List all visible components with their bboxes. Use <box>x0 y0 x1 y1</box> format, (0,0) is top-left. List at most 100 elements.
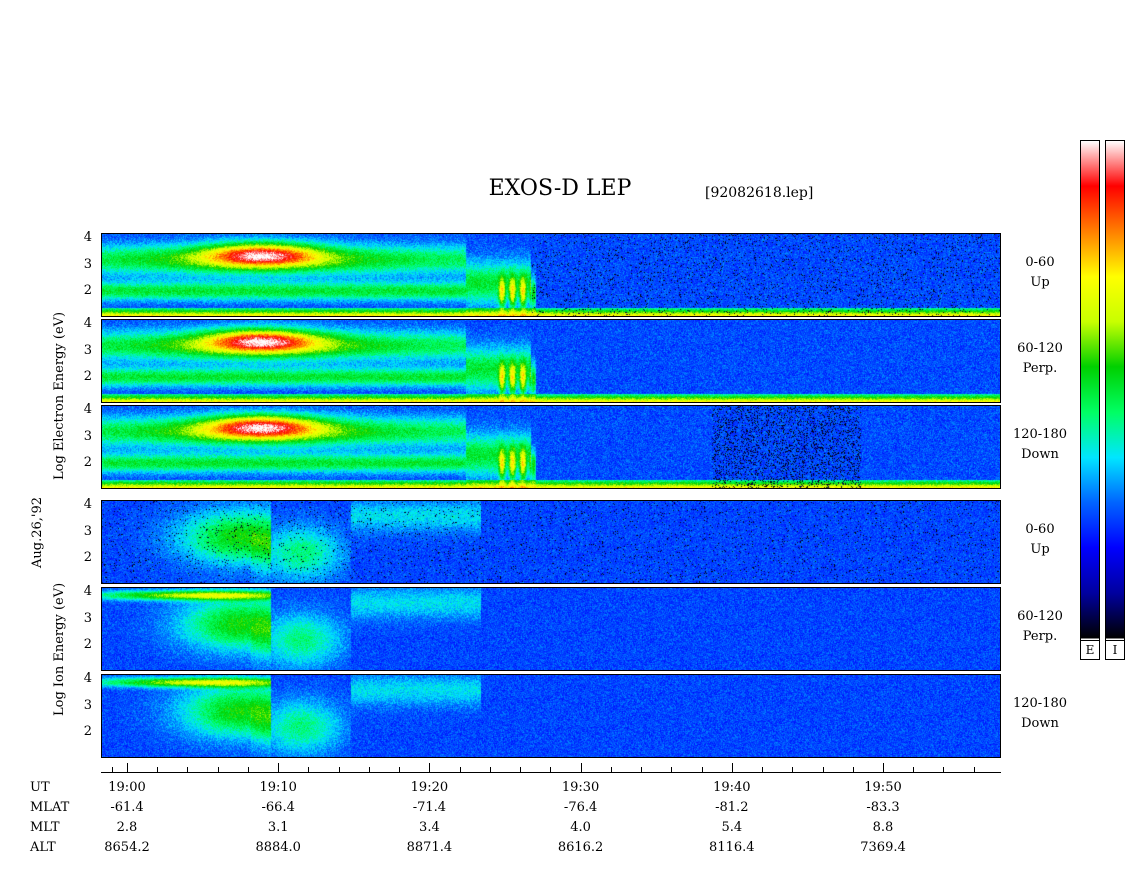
time-axis <box>101 761 1001 775</box>
axis-tick <box>489 767 491 772</box>
mlat-value: -66.4 <box>261 800 295 815</box>
axis-tick <box>822 767 824 772</box>
mlat-value: -83.3 <box>866 800 900 815</box>
axis-tick <box>399 767 401 772</box>
axis-tick <box>459 767 461 772</box>
mlt-value: 2.8 <box>116 820 138 835</box>
angle-range: 120-180 <box>1012 427 1068 442</box>
axis-tick <box>641 767 643 772</box>
y-tick-label: 3 <box>83 697 92 713</box>
angle-range: 0-60 <box>1025 522 1055 537</box>
y-tick-label: 2 <box>83 549 92 565</box>
y-tick-label: 3 <box>83 256 92 272</box>
pitch-angle-label: 60-120 Perp. <box>1005 607 1075 647</box>
mlat-value: -71.4 <box>412 800 447 815</box>
mlat-label: MLAT <box>30 800 70 815</box>
alt-value: 8616.2 <box>557 840 604 855</box>
axis-tick <box>308 767 310 772</box>
axis-tick <box>217 767 219 772</box>
angle-range: 60-120 <box>1017 341 1063 356</box>
y-tick-label: 4 <box>83 316 92 332</box>
axis-tick <box>731 763 733 772</box>
axis-tick <box>973 767 975 772</box>
pitch-angle-label: 0-60 Up <box>1005 520 1075 560</box>
spectrogram-electron-perp <box>101 319 1001 403</box>
spectrogram-ion-perp <box>101 587 1001 671</box>
mlat-value: -81.2 <box>715 800 749 815</box>
axis-tick <box>429 763 431 772</box>
alt-value: 7369.4 <box>860 840 906 855</box>
alt-value: 8116.4 <box>709 840 755 855</box>
y-tick-label: 2 <box>83 368 92 384</box>
electron-colorbar: E <box>1080 140 1100 660</box>
mlat-value: -76.4 <box>563 800 598 815</box>
spectrogram-electron-down <box>101 405 1001 489</box>
pitch-angle-label: 0-60 Up <box>1005 253 1075 293</box>
ut-value: 19:00 <box>108 780 146 795</box>
pitch-angle-label: 60-120 Perp. <box>1005 339 1075 379</box>
mlt-value: 3.4 <box>419 820 440 835</box>
axis-line <box>101 772 1001 773</box>
y-tick-label: 3 <box>83 342 92 358</box>
axis-tick <box>338 767 340 772</box>
axis-tick <box>671 767 673 772</box>
electron-axis-label: Log Electron Energy (eV) <box>52 311 67 480</box>
alt-value: 8884.0 <box>255 840 301 855</box>
pitch-angle-label: 120-180 Down <box>1005 694 1075 734</box>
axis-tick <box>127 763 128 772</box>
y-tick-label: 4 <box>83 584 92 600</box>
axis-tick <box>187 767 189 772</box>
colorbar-label-i: I <box>1106 640 1124 659</box>
y-tick-label: 2 <box>83 282 92 298</box>
axis-tick <box>520 767 522 772</box>
axis-tick <box>157 767 159 772</box>
axis-tick <box>852 767 854 772</box>
y-tick-label: 2 <box>83 454 92 470</box>
axis-tick <box>550 767 552 772</box>
angle-range: 60-120 <box>1017 609 1063 624</box>
y-tick-label: 4 <box>83 402 92 418</box>
ion-colorbar: I <box>1105 140 1125 660</box>
y-tick-label: 2 <box>83 636 92 652</box>
mlat-value: -61.4 <box>110 800 144 815</box>
spectrogram-ion-down <box>101 674 1001 758</box>
axis-tick <box>368 767 370 772</box>
axis-tick <box>111 767 113 772</box>
axis-tick <box>792 767 794 772</box>
mlt-label: MLT <box>30 820 60 835</box>
chart-title: EXOS-D LEP <box>488 176 632 201</box>
angle-direction: Down <box>1021 716 1059 731</box>
y-tick-label: 4 <box>83 497 92 513</box>
y-tick-label: 4 <box>83 671 92 687</box>
ut-value: 19:40 <box>713 780 751 795</box>
spectrogram-ion-up <box>101 500 1001 584</box>
angle-direction: Perp. <box>1022 361 1058 376</box>
ut-label: UT <box>30 780 50 795</box>
y-tick-label: 2 <box>83 723 92 739</box>
axis-tick <box>913 767 915 772</box>
alt-label: ALT <box>30 840 56 855</box>
ut-value: 19:20 <box>410 780 449 795</box>
angle-range: 120-180 <box>1012 696 1068 711</box>
axis-tick <box>943 767 945 772</box>
mlt-value: 5.4 <box>721 820 743 835</box>
angle-direction: Up <box>1030 275 1050 290</box>
angle-direction: Perp. <box>1022 629 1058 644</box>
mlt-value: 8.8 <box>872 820 894 835</box>
axis-tick <box>580 763 582 772</box>
spectrogram-electron-up <box>101 233 1001 317</box>
ut-value: 19:10 <box>259 780 297 795</box>
mlt-value: 4.0 <box>570 820 591 835</box>
angle-direction: Up <box>1030 542 1050 557</box>
mlt-value: 3.1 <box>267 820 289 835</box>
axis-tick <box>278 763 280 772</box>
ion-axis-label: Log Ion Energy (eV) <box>52 582 67 716</box>
angle-direction: Down <box>1021 447 1059 462</box>
y-tick-label: 3 <box>83 428 92 444</box>
ut-value: 19:50 <box>864 780 902 795</box>
colorbar-label-e: E <box>1081 640 1099 659</box>
axis-tick <box>610 767 612 772</box>
alt-value: 8871.4 <box>406 840 453 855</box>
pitch-angle-label: 120-180 Down <box>1005 425 1075 465</box>
axis-tick <box>883 763 884 772</box>
